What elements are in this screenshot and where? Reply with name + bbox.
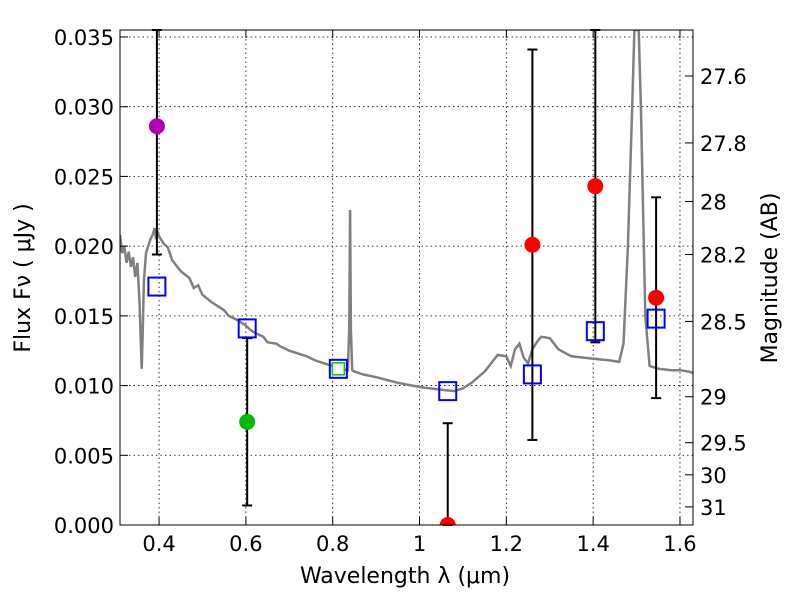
axis-ticks: 0.4 0.6 0.8 1 1.2 1.4 1.6 0.000 0.005 0.010 0.015 0… — [54, 26, 747, 556]
observed-flux-point — [524, 236, 541, 253]
observed-flux-point — [239, 413, 256, 430]
observed-flux-point — [648, 289, 665, 306]
y-tick-label: 0.015 — [54, 305, 114, 329]
x-tick-label: 0.8 — [316, 532, 349, 556]
y-tick-label: 0.035 — [54, 26, 114, 50]
right-tick-label: 27.8 — [700, 132, 747, 156]
y-tick-label: 0.010 — [54, 375, 114, 399]
right-axis-label: Magnitude (AB) — [758, 193, 783, 364]
right-tick-label: 28.5 — [700, 310, 747, 334]
y-axis-label: Flux Fν ( μJy ) — [11, 203, 36, 352]
x-tick-label: 1.6 — [663, 532, 696, 556]
extra-square-marker — [331, 362, 346, 376]
observed-flux-point — [439, 517, 456, 525]
y-tick-label: 0.000 — [54, 514, 114, 538]
right-tick-label: 31 — [700, 496, 727, 520]
x-tick-label: 1.4 — [576, 532, 609, 556]
x-tick-label: 0.6 — [229, 532, 262, 556]
model-square-marker — [147, 276, 167, 297]
model-square-marker — [237, 318, 257, 339]
observed-flux-point — [148, 118, 165, 135]
right-tick-label: 27.6 — [700, 65, 747, 89]
x-tick-label: 0.4 — [142, 532, 175, 556]
observed-flux-point — [587, 178, 604, 195]
y-tick-label: 0.030 — [54, 96, 114, 120]
right-tick-label: 29.5 — [700, 432, 747, 456]
right-tick-label: 28 — [700, 191, 727, 215]
markers — [147, 118, 666, 525]
right-tick-label: 30 — [700, 464, 727, 488]
right-tick-label: 28.2 — [700, 243, 747, 267]
grid — [120, 30, 693, 526]
model-square-marker — [585, 321, 605, 342]
model-square-marker — [438, 381, 458, 402]
y-tick-label: 0.025 — [54, 165, 114, 189]
model-square-marker — [328, 358, 348, 379]
model-square-marker — [522, 364, 542, 385]
y-tick-label: 0.005 — [54, 444, 114, 468]
plot-frame — [119, 29, 694, 526]
model-square-marker — [646, 308, 666, 329]
x-tick-label: 1.2 — [490, 532, 523, 556]
right-tick-label: 29 — [700, 386, 727, 410]
x-axis-label: Wavelength λ (μm) — [300, 564, 510, 589]
x-tick-label: 1 — [413, 532, 426, 556]
y-tick-label: 0.020 — [54, 235, 114, 259]
